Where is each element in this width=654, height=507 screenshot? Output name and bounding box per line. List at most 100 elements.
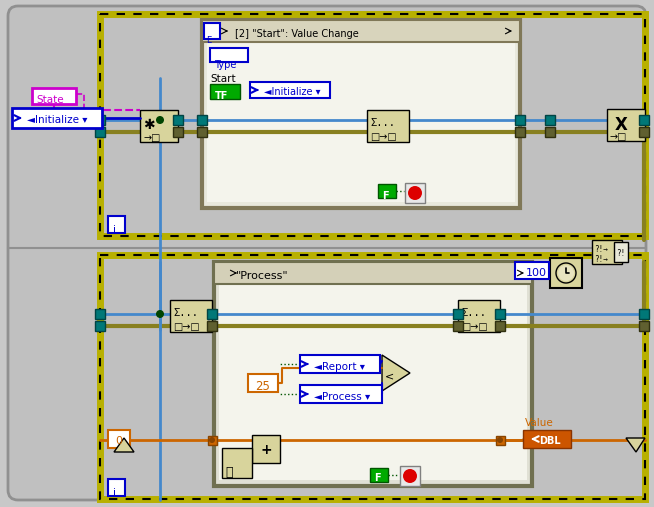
Bar xyxy=(639,127,649,137)
Bar xyxy=(300,385,382,403)
Bar xyxy=(515,115,525,125)
Bar xyxy=(197,127,207,137)
Text: □→□: □→□ xyxy=(370,132,396,142)
Text: [2] "Start": Value Change: [2] "Start": Value Change xyxy=(235,29,359,39)
Bar xyxy=(214,262,532,486)
Bar xyxy=(300,355,380,373)
Text: ◄Process ▾: ◄Process ▾ xyxy=(314,392,370,402)
Bar xyxy=(100,14,645,236)
Bar xyxy=(202,20,520,208)
Text: Σ...: Σ... xyxy=(461,308,486,318)
Bar xyxy=(545,115,555,125)
Text: State: State xyxy=(36,95,63,105)
Bar xyxy=(140,110,178,142)
Bar xyxy=(453,309,463,319)
Text: +: + xyxy=(260,443,271,457)
Text: Σ...: Σ... xyxy=(173,308,198,318)
Circle shape xyxy=(497,437,503,443)
Text: Σ...: Σ... xyxy=(370,118,395,128)
Text: E: E xyxy=(206,36,211,45)
Bar xyxy=(207,321,217,331)
Bar xyxy=(170,300,212,332)
Bar xyxy=(100,255,645,499)
Bar xyxy=(32,88,76,104)
Polygon shape xyxy=(382,355,410,391)
Bar xyxy=(495,321,505,331)
Bar xyxy=(202,20,520,42)
Bar xyxy=(108,216,125,233)
Text: ?!: ?! xyxy=(616,249,625,259)
Text: 100: 100 xyxy=(526,268,547,278)
Bar xyxy=(639,321,649,331)
Bar xyxy=(458,300,500,332)
Bar xyxy=(219,284,527,480)
Text: ◄Report ▾: ◄Report ▾ xyxy=(314,362,365,372)
Circle shape xyxy=(209,437,215,443)
Text: TF: TF xyxy=(215,91,228,101)
Bar xyxy=(592,240,622,264)
Circle shape xyxy=(156,310,164,318)
Bar xyxy=(95,115,105,125)
Text: □→□: □→□ xyxy=(461,322,488,332)
Text: DBL: DBL xyxy=(539,436,560,446)
Bar xyxy=(378,184,396,198)
Text: ◄Initialize ▾: ◄Initialize ▾ xyxy=(264,87,320,97)
Bar xyxy=(607,109,645,141)
Text: i: i xyxy=(113,488,116,498)
Bar xyxy=(207,309,217,319)
Text: F: F xyxy=(382,191,388,201)
Bar xyxy=(100,255,645,499)
Bar xyxy=(248,374,278,392)
Bar xyxy=(95,309,105,319)
Bar xyxy=(95,321,105,331)
Bar xyxy=(523,430,571,448)
Text: ?!→: ?!→ xyxy=(594,256,608,265)
Circle shape xyxy=(558,265,574,281)
Bar xyxy=(108,479,125,496)
Text: ✱: ✱ xyxy=(143,118,154,132)
Text: "Process": "Process" xyxy=(236,271,288,281)
Circle shape xyxy=(156,116,164,124)
FancyBboxPatch shape xyxy=(8,6,646,500)
Text: 25: 25 xyxy=(256,380,271,392)
Bar xyxy=(204,23,220,39)
Bar xyxy=(173,115,183,125)
Text: ◄Initialize ▾: ◄Initialize ▾ xyxy=(27,115,88,125)
Circle shape xyxy=(556,263,576,283)
Bar xyxy=(550,258,582,288)
Text: ?: ? xyxy=(206,315,211,324)
Circle shape xyxy=(408,186,422,200)
Text: F: F xyxy=(374,473,381,483)
Text: Type: Type xyxy=(214,60,236,70)
Bar xyxy=(202,20,520,208)
Text: →□: →□ xyxy=(143,133,160,143)
Bar xyxy=(108,430,130,448)
Text: →□: →□ xyxy=(610,132,627,142)
Bar xyxy=(252,435,280,463)
Bar xyxy=(222,448,252,478)
Text: Start: Start xyxy=(210,74,235,84)
Text: Value: Value xyxy=(525,418,554,428)
Bar xyxy=(208,436,217,445)
Text: X: X xyxy=(615,116,628,134)
Text: ?!→: ?!→ xyxy=(594,245,608,255)
Bar xyxy=(614,242,628,262)
Bar xyxy=(370,468,388,482)
Bar xyxy=(400,466,420,486)
Bar xyxy=(495,309,505,319)
Bar xyxy=(250,82,330,98)
Bar xyxy=(453,321,463,331)
Bar xyxy=(12,108,102,128)
Bar xyxy=(210,84,240,99)
Polygon shape xyxy=(114,438,134,452)
Bar xyxy=(639,115,649,125)
Bar xyxy=(545,127,555,137)
Bar xyxy=(639,309,649,319)
Circle shape xyxy=(403,469,417,483)
Text: i: i xyxy=(113,225,116,235)
Text: 0: 0 xyxy=(116,436,122,446)
Bar xyxy=(100,14,645,236)
Bar xyxy=(207,42,515,202)
Bar xyxy=(214,262,532,284)
Bar xyxy=(173,127,183,137)
